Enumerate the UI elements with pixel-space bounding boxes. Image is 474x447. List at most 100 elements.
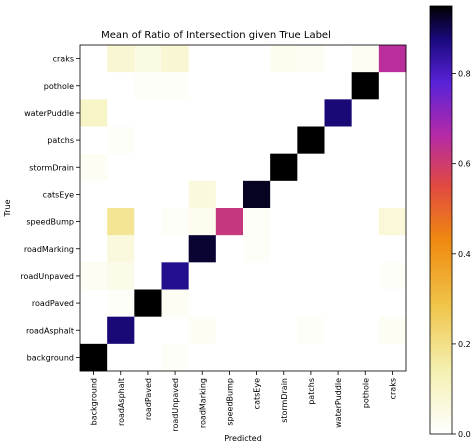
heatmap-cell	[378, 316, 407, 345]
heatmap-cell	[80, 180, 108, 209]
heatmap-cell	[215, 289, 244, 317]
heatmap-cell	[297, 262, 325, 290]
heatmap-cell	[107, 262, 135, 290]
heatmap-cell	[188, 72, 217, 100]
colorbar-tick-group: 0.0 0.2 0.4 0.6 0.8	[452, 70, 471, 439]
heatmap-cell	[107, 45, 135, 73]
x-tick-label: roadUnpaved	[171, 378, 180, 432]
heatmap-cell	[297, 289, 325, 317]
heatmap-cell	[161, 343, 189, 372]
y-tick-label: roadAsphalt	[26, 326, 74, 335]
x-tick-label: catsEye	[253, 378, 262, 409]
x-tick-label: waterPuddle	[334, 378, 343, 428]
heatmap-cell	[215, 262, 244, 290]
heatmap-cell	[324, 126, 352, 154]
heatmap-cell	[188, 316, 217, 345]
x-tick-label: roadPaved	[144, 378, 153, 420]
heatmap-cell	[270, 262, 298, 290]
heatmap-cell	[161, 153, 189, 182]
x-tick-label: craks	[388, 378, 397, 399]
heatmap-cell	[80, 45, 108, 73]
y-tick-label: roadUnpaved	[20, 272, 74, 281]
heatmap-cell	[134, 45, 162, 73]
heatmap-cell	[270, 153, 298, 182]
heatmap-cell	[351, 235, 380, 263]
heatmap-cell	[107, 72, 135, 100]
heatmap-cell	[80, 235, 108, 263]
heatmap-cell	[243, 235, 271, 263]
heatmap-cell	[107, 153, 135, 182]
heatmap-cell	[80, 289, 108, 317]
heatmap-cell	[378, 208, 407, 236]
heatmap-cell	[378, 45, 407, 73]
heatmap-cells	[80, 45, 407, 372]
heatmap-cell	[243, 208, 271, 236]
heatmap-cell	[297, 72, 325, 100]
heatmap-cell	[188, 235, 217, 263]
heatmap-cell	[378, 343, 407, 372]
heatmap-cell	[297, 153, 325, 182]
heatmap-cell	[188, 343, 217, 372]
heatmap-cell	[297, 208, 325, 236]
heatmap-cell	[351, 180, 380, 209]
x-tick-label: patchs	[307, 378, 316, 405]
heatmap-cell	[297, 235, 325, 263]
heatmap-cell	[134, 126, 162, 154]
heatmap-cell	[270, 126, 298, 154]
heatmap-cell	[270, 45, 298, 73]
x-tick-label: stormDrain	[280, 378, 289, 423]
y-tick-label: roadMarking	[24, 245, 74, 254]
heatmap-cell	[134, 208, 162, 236]
heatmap-cell	[107, 180, 135, 209]
heatmap-cell	[134, 153, 162, 182]
heatmap-cell	[188, 153, 217, 182]
heatmap-cell	[324, 316, 352, 345]
heatmap-cell	[215, 72, 244, 100]
heatmap-cell	[134, 180, 162, 209]
heatmap-cell	[134, 316, 162, 345]
heatmap-cell	[80, 99, 108, 127]
heatmap-cell	[324, 99, 352, 127]
heatmap-cell	[243, 262, 271, 290]
heatmap-cell	[107, 208, 135, 236]
colorbar-tick-label: 0.8	[458, 70, 471, 79]
heatmap-cell	[243, 99, 271, 127]
heatmap-cell	[188, 99, 217, 127]
heatmap-cell	[270, 208, 298, 236]
heatmap-cell	[324, 208, 352, 236]
heatmap-cell	[243, 72, 271, 100]
heatmap-cell	[378, 289, 407, 317]
heatmap-cell	[270, 72, 298, 100]
heatmap-cell	[80, 208, 108, 236]
y-tick-label: speedBump	[26, 218, 74, 227]
heatmap-cell	[188, 208, 217, 236]
heatmap-cell	[107, 99, 135, 127]
colorbar-tick-label: 0.4	[458, 250, 471, 259]
plot-frame	[79, 44, 407, 372]
heatmap-cell	[351, 72, 380, 100]
heatmap-cell	[351, 208, 380, 236]
heatmap-cell	[215, 99, 244, 127]
heatmap-cell	[324, 262, 352, 290]
heatmap-cell	[324, 45, 352, 73]
heatmap-cell	[215, 126, 244, 154]
heatmap-cell	[161, 126, 189, 154]
heatmap-cell	[215, 180, 244, 209]
colorbar-tick-label: 0.0	[458, 430, 471, 439]
heatmap-cell	[80, 262, 108, 290]
heatmap-cell	[215, 45, 244, 73]
heatmap-cell	[134, 262, 162, 290]
heatmap-cell	[270, 316, 298, 345]
heatmap-cell	[324, 72, 352, 100]
heatmap-cell	[134, 343, 162, 372]
heatmap-cell	[378, 126, 407, 154]
heatmap-cell	[80, 316, 108, 345]
heatmap-cell	[243, 45, 271, 73]
chart-title: Mean of Ratio of Intersection given True…	[101, 30, 331, 41]
x-tick-label: roadAsphalt	[117, 378, 126, 426]
heatmap-cell	[107, 235, 135, 263]
heatmap-cell	[161, 262, 189, 290]
heatmap-cell	[324, 153, 352, 182]
x-tick-label: pothole	[361, 378, 370, 408]
